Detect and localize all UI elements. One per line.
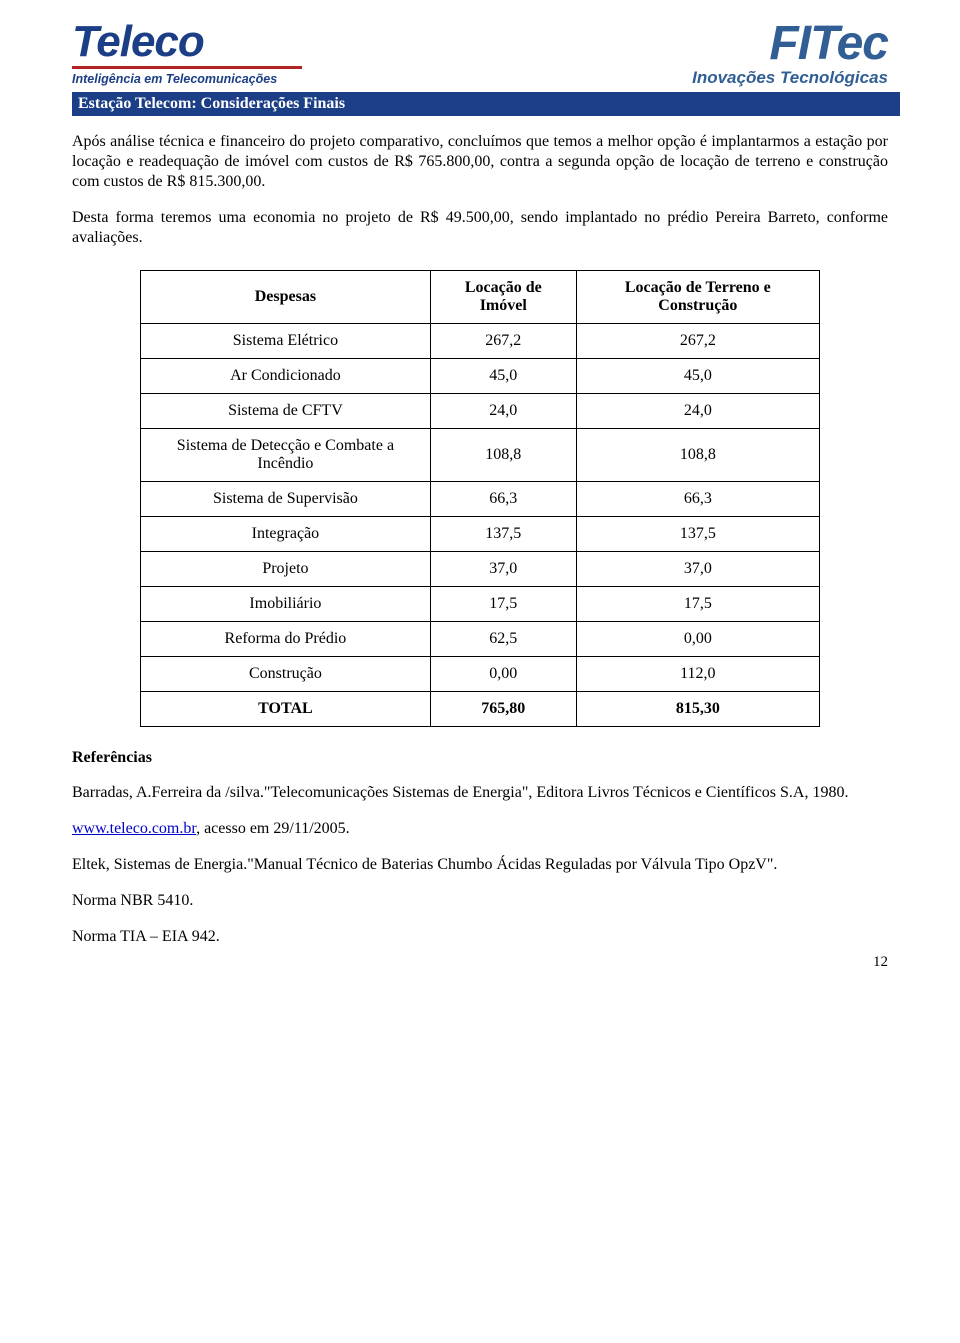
row-label: Construção — [141, 657, 431, 692]
row-c2: 37,0 — [576, 552, 819, 587]
table-row: Sistema de Detecção e Combate a Incêndio… — [141, 429, 820, 482]
row-c1: 137,5 — [430, 517, 576, 552]
table-row: Sistema de CFTV24,024,0 — [141, 394, 820, 429]
despesas-table: Despesas Locação de Imóvel Locação de Te… — [140, 270, 820, 727]
table-row: Ar Condicionado45,045,0 — [141, 359, 820, 394]
row-c1: 24,0 — [430, 394, 576, 429]
reference-2: www.teleco.com.br, acesso em 29/11/2005. — [72, 819, 888, 839]
row-label: Sistema de CFTV — [141, 394, 431, 429]
table-row: Construção0,00112,0 — [141, 657, 820, 692]
teleco-link[interactable]: www.teleco.com.br — [72, 820, 196, 837]
header-logos: Teleco Inteligência em Telecomunicações … — [72, 20, 888, 88]
references-heading: Referências — [72, 749, 888, 767]
row-label: Sistema de Supervisão — [141, 482, 431, 517]
row-c2: 267,2 — [576, 324, 819, 359]
paragraph-2: Desta forma teremos uma economia no proj… — [72, 208, 888, 248]
row-label: Sistema Elétrico — [141, 324, 431, 359]
total-c1: 765,80 — [430, 692, 576, 727]
row-c1: 0,00 — [430, 657, 576, 692]
table-total-row: TOTAL765,80815,30 — [141, 692, 820, 727]
row-c2: 45,0 — [576, 359, 819, 394]
reference-1: Barradas, A.Ferreira da /silva."Telecomu… — [72, 783, 888, 803]
reference-5: Norma TIA – EIA 942. — [72, 927, 888, 947]
row-c2: 17,5 — [576, 587, 819, 622]
teleco-logo: Teleco Inteligência em Telecomunicações — [72, 20, 302, 86]
table-row: Projeto37,037,0 — [141, 552, 820, 587]
fitec-tagline: Inovações Tecnológicas — [692, 68, 888, 88]
row-c1: 62,5 — [430, 622, 576, 657]
row-label: Integração — [141, 517, 431, 552]
row-label: Reforma do Prédio — [141, 622, 431, 657]
row-label: Imobiliário — [141, 587, 431, 622]
table-row: Imobiliário17,517,5 — [141, 587, 820, 622]
row-c2: 108,8 — [576, 429, 819, 482]
row-label: Sistema de Detecção e Combate a Incêndio — [141, 429, 431, 482]
table-row: Reforma do Prédio62,50,00 — [141, 622, 820, 657]
row-c2: 0,00 — [576, 622, 819, 657]
table-header-row: Despesas Locação de Imóvel Locação de Te… — [141, 271, 820, 324]
row-c2: 137,5 — [576, 517, 819, 552]
row-c1: 66,3 — [430, 482, 576, 517]
section-title-bar: Estação Telecom: Considerações Finais — [72, 92, 900, 116]
total-label: TOTAL — [141, 692, 431, 727]
row-c1: 17,5 — [430, 587, 576, 622]
page-number: 12 — [873, 954, 888, 971]
table-row: Sistema Elétrico267,2267,2 — [141, 324, 820, 359]
row-c2: 66,3 — [576, 482, 819, 517]
row-c2: 24,0 — [576, 394, 819, 429]
teleco-underline — [72, 66, 302, 69]
col-header-locacao-imovel: Locação de Imóvel — [430, 271, 576, 324]
row-c1: 108,8 — [430, 429, 576, 482]
table-row: Sistema de Supervisão66,366,3 — [141, 482, 820, 517]
teleco-tagline: Inteligência em Telecomunicações — [72, 72, 302, 86]
row-c1: 267,2 — [430, 324, 576, 359]
paragraph-1: Após análise técnica e financeiro do pro… — [72, 132, 888, 192]
reference-4: Norma NBR 5410. — [72, 891, 888, 911]
col-header-locacao-terreno: Locação de Terreno e Construção — [576, 271, 819, 324]
table-row: Integração137,5137,5 — [141, 517, 820, 552]
fitec-brand-text: FITec — [692, 20, 888, 68]
col-header-despesas: Despesas — [141, 271, 431, 324]
total-c2: 815,30 — [576, 692, 819, 727]
row-label: Projeto — [141, 552, 431, 587]
row-c1: 45,0 — [430, 359, 576, 394]
row-label: Ar Condicionado — [141, 359, 431, 394]
reference-3: Eltek, Sistemas de Energia."Manual Técni… — [72, 855, 888, 875]
fitec-logo: FITec Inovações Tecnológicas — [692, 20, 888, 88]
row-c2: 112,0 — [576, 657, 819, 692]
reference-2-tail: , acesso em 29/11/2005. — [196, 820, 350, 837]
teleco-brand-text: Teleco — [72, 20, 302, 64]
row-c1: 37,0 — [430, 552, 576, 587]
